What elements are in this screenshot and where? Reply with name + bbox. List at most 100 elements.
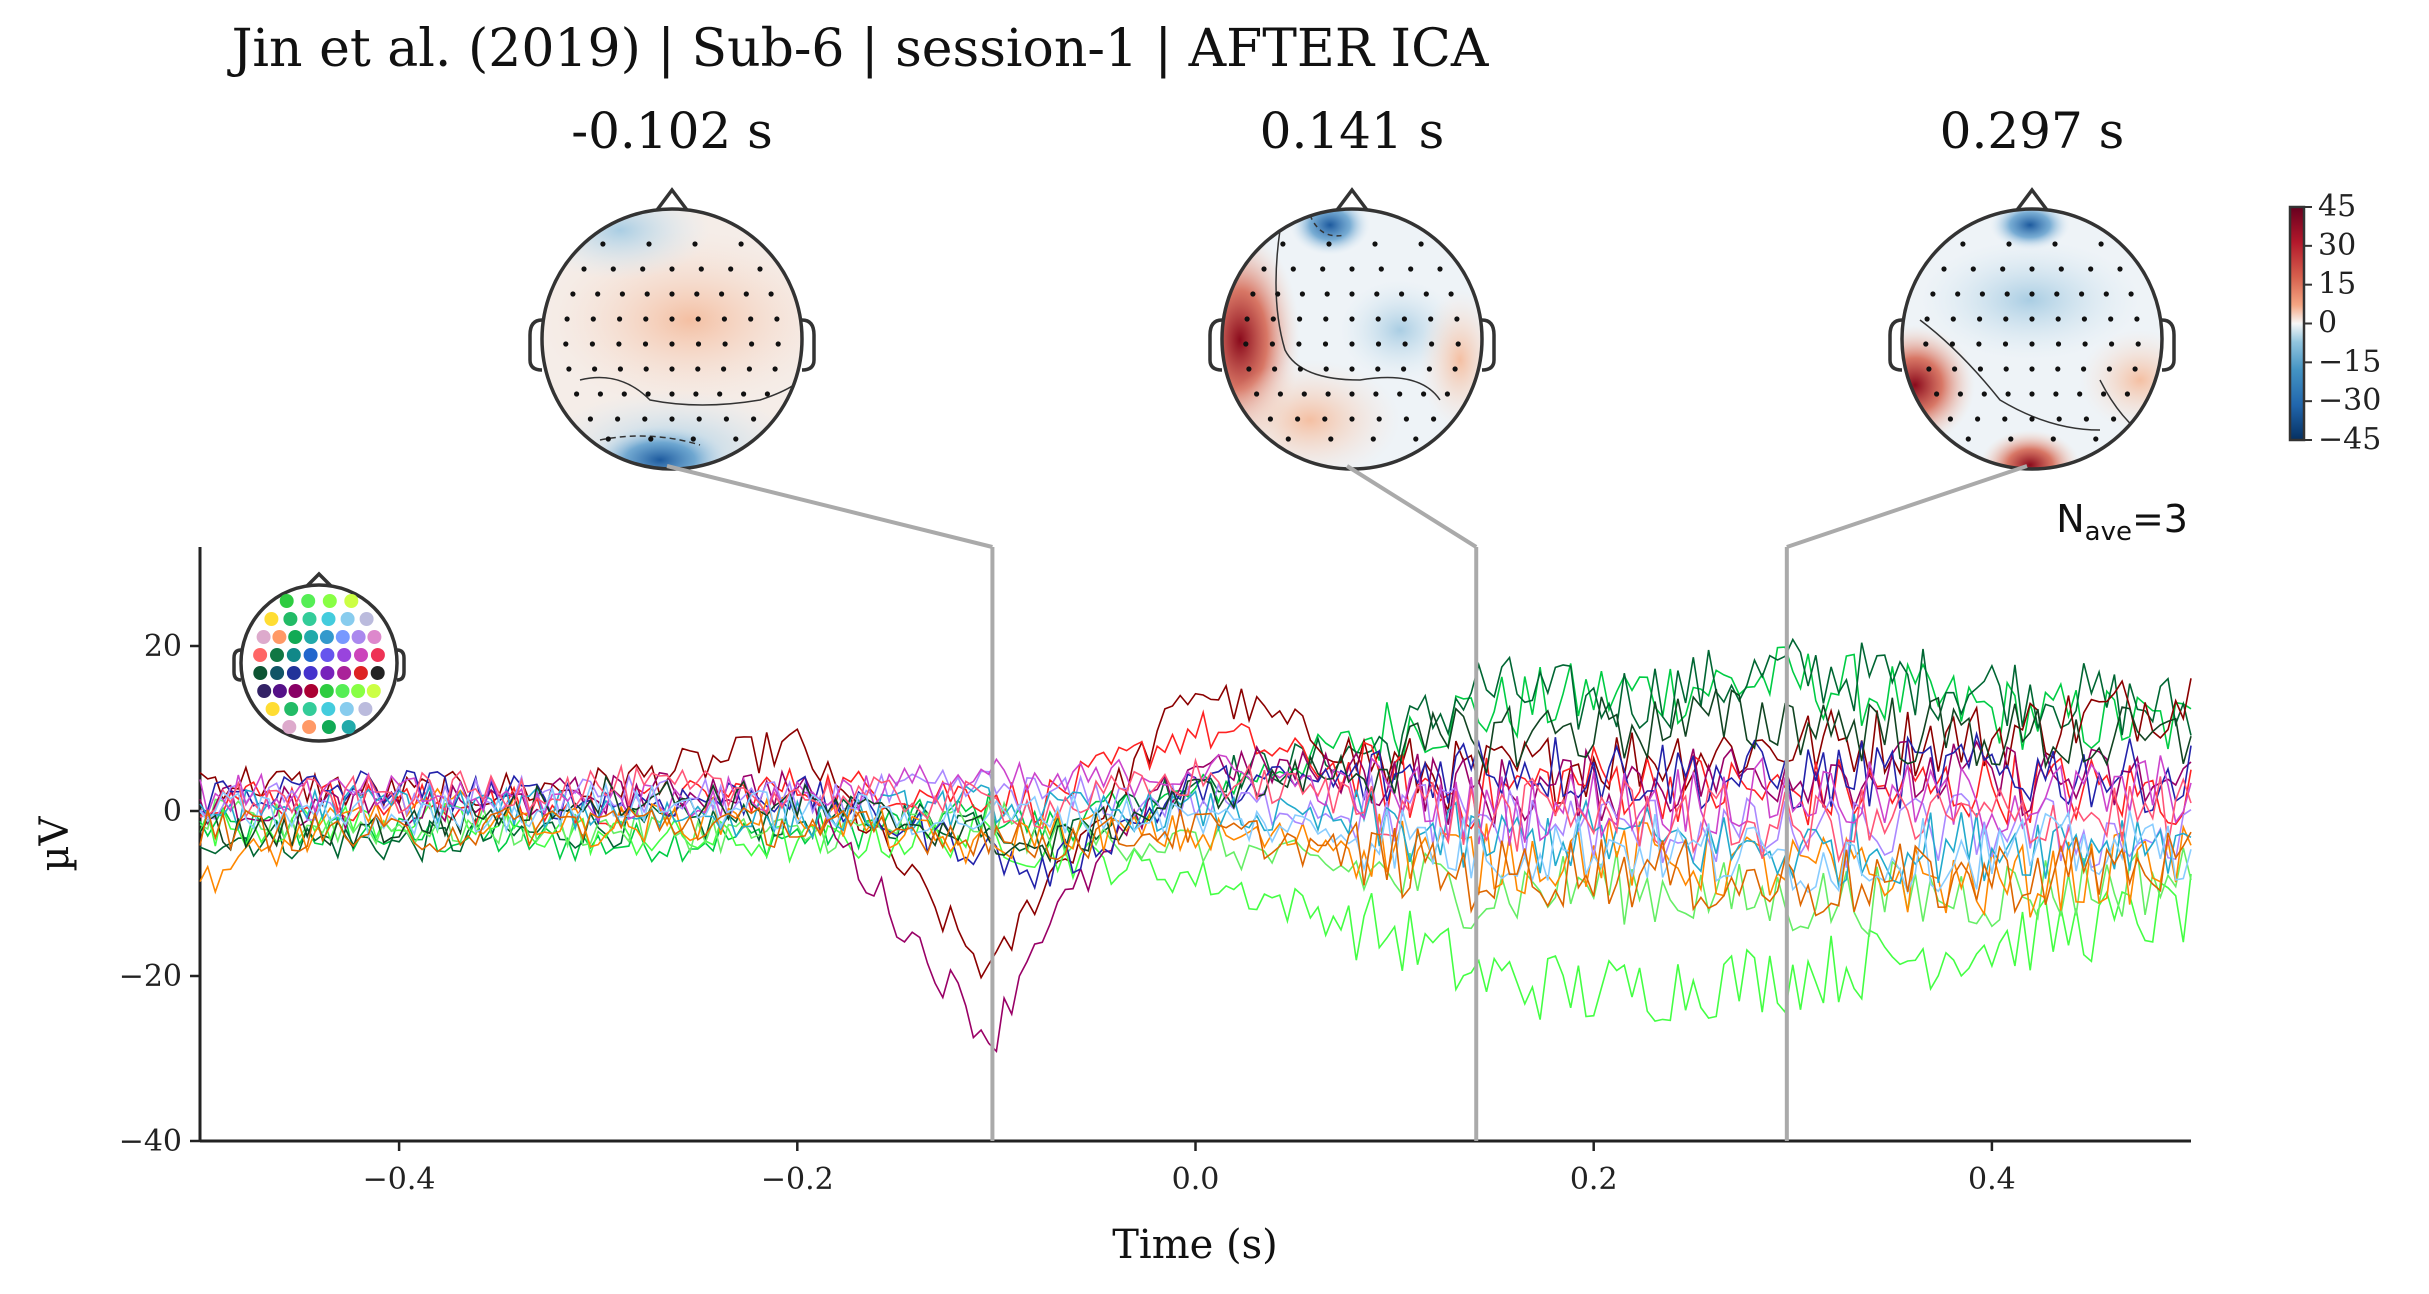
sensor-color-dot — [370, 648, 385, 662]
sensor-dot — [2135, 341, 2141, 347]
sensor-color-dot — [256, 630, 271, 644]
sensor-dot — [1349, 416, 1355, 422]
sensor-dot — [1957, 391, 1963, 397]
sensor-dot — [2055, 341, 2062, 347]
sensor-color-dot — [358, 702, 373, 716]
sensor-dot — [2106, 366, 2112, 372]
sensor-color-dot — [253, 666, 268, 680]
sensor-color-dot — [344, 594, 359, 608]
sensor-dot — [719, 291, 725, 297]
sensor-color-dot — [288, 684, 303, 698]
sensor-dot — [1375, 341, 1382, 347]
sensor-dot — [746, 366, 753, 372]
sensor-dot — [1970, 266, 1976, 272]
sensor-color-dot — [321, 720, 336, 734]
sensor-dot — [595, 291, 601, 297]
sensor-dot — [669, 391, 675, 397]
sensor-dot — [695, 316, 701, 322]
topomap-1-sensors — [563, 241, 781, 442]
sensor-dot — [1975, 416, 1981, 422]
sensor-color-dot — [340, 612, 355, 626]
sensor-dot — [696, 416, 702, 422]
sensor-dot — [1297, 316, 1303, 322]
sensor-color-dot — [253, 648, 268, 662]
sensor-dot — [749, 341, 755, 347]
sensor-dot — [1378, 266, 1384, 272]
sensor-color-dot — [354, 648, 368, 662]
sensor-color-dot — [319, 630, 334, 644]
sensor-dot — [2050, 436, 2056, 442]
sensor-dot — [2003, 366, 2009, 372]
time-markers — [990, 547, 1789, 1141]
sensor-dot — [698, 266, 704, 272]
sensor-color-dot — [284, 702, 299, 716]
sensor-dot — [1926, 366, 1932, 372]
sensor-color-dot — [301, 594, 316, 608]
butterfly-axes: −0.4 −0.2 0.0 0.2 0.4 20 0 −20 −40 — [119, 547, 2192, 1197]
topomap-1 — [528, 187, 816, 471]
sensor-dot — [1375, 366, 1381, 372]
colorbar: 45 30 15 0−15 −30 −45 — [2288, 189, 2381, 457]
sensor-dot — [1429, 341, 1435, 347]
eeg-trace — [199, 801, 2192, 1022]
topomap-2-title: 0.141 s — [1260, 102, 1445, 160]
sensor-dot — [721, 366, 727, 372]
sensor-dot — [2000, 266, 2006, 272]
sensor-color-dot — [320, 648, 335, 662]
y-tick-label: 0 — [163, 794, 182, 829]
sensor-dot — [2081, 316, 2087, 322]
sensor-dot — [1349, 266, 1355, 272]
sensor-dot — [2053, 391, 2059, 397]
sensor-dot — [2111, 416, 2117, 422]
sensor-color-dot — [272, 684, 287, 698]
sensor-dot — [1280, 241, 1286, 247]
sensor-dot — [616, 341, 622, 347]
x-tick-label: 0.2 — [1570, 1162, 1618, 1197]
sensor-color-dot — [302, 720, 317, 734]
sensor-color-dot — [335, 684, 350, 698]
sensor-color-dot — [283, 612, 298, 626]
sensor-dot — [1947, 416, 1953, 422]
sensor-dot — [1301, 391, 1307, 397]
y-tick-label: −20 — [119, 959, 182, 994]
sensor-dot — [2134, 316, 2140, 322]
sensor-dot — [1261, 266, 1267, 272]
sensor-dot — [2055, 366, 2061, 372]
sensor-dot — [775, 341, 781, 347]
sensor-dot — [1977, 316, 1983, 322]
sensor-dot — [1965, 436, 1971, 442]
sensor-dot — [1402, 341, 1408, 347]
sensor-dot — [2109, 341, 2115, 347]
sensor-dot — [2093, 436, 2099, 442]
sensor-dot — [1397, 391, 1403, 397]
sensor-dot — [1979, 291, 1985, 297]
sensor-dot — [2103, 291, 2109, 297]
sensor-dot — [717, 391, 723, 397]
sensor-dot — [751, 416, 757, 422]
sensor-dot — [1243, 341, 1249, 347]
sensor-dot — [643, 366, 649, 372]
sensor-color-dot — [302, 702, 317, 716]
sensor-dot — [1934, 391, 1940, 397]
sensor-dot — [1408, 266, 1414, 272]
sensor-dot — [1401, 316, 1407, 322]
sensor-color-dot — [337, 666, 352, 680]
sensor-dot — [669, 341, 675, 347]
sensor-dot — [640, 266, 646, 272]
sensor-dot — [669, 266, 675, 272]
sensor-dot — [2029, 341, 2035, 347]
sensor-dot — [1923, 341, 1929, 347]
sensor-dot — [1941, 266, 1947, 272]
sensor-dot — [581, 266, 587, 272]
sensor-dot — [2088, 266, 2094, 272]
sensor-dot — [695, 366, 701, 372]
sensor-dot — [2101, 391, 2107, 397]
sensor-dot — [2003, 316, 2009, 322]
sensor-dot — [645, 391, 651, 397]
sensor-dot — [728, 266, 734, 272]
sensor-color-dot — [359, 612, 374, 626]
sensor-dot — [2052, 241, 2058, 247]
sensor-dot — [1955, 291, 1961, 297]
sensor-dot — [1285, 436, 1291, 442]
